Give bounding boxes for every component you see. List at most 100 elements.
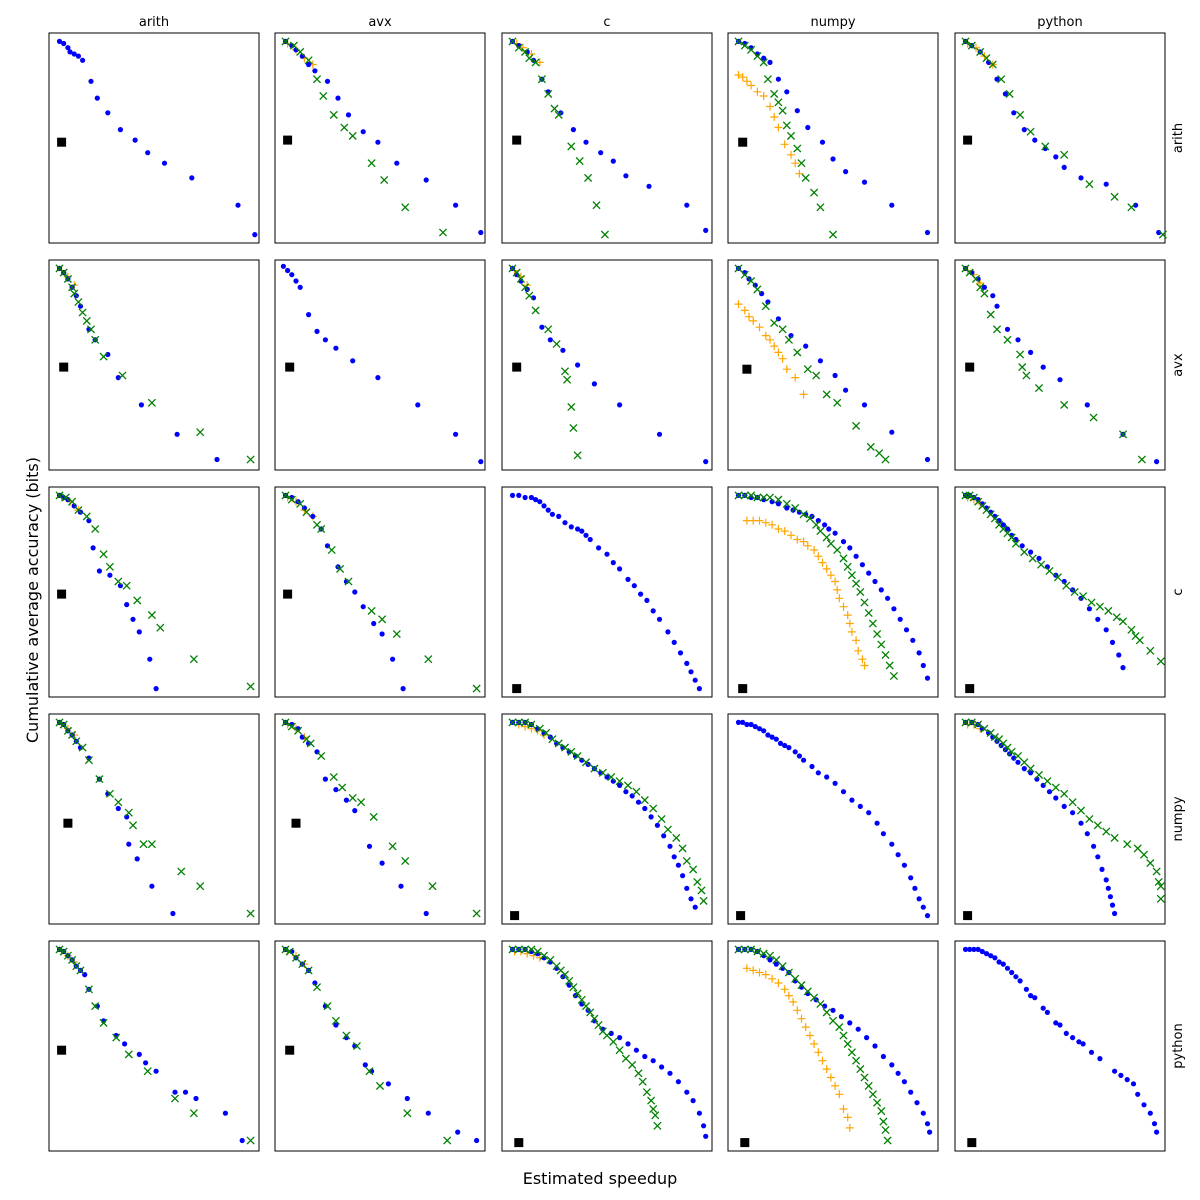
data-point [1112, 1068, 1118, 1074]
panel-numpy-numpy [727, 713, 939, 925]
data-point [1076, 806, 1086, 815]
data-point [1026, 764, 1035, 773]
data-point [556, 513, 562, 520]
data-point [784, 505, 790, 511]
data-point [997, 75, 1006, 84]
data-point [755, 323, 764, 332]
data-point [528, 494, 535, 501]
data-point [1078, 820, 1084, 826]
data-point [400, 686, 406, 692]
data-point [965, 491, 974, 500]
data-point [649, 804, 658, 813]
data-point [177, 867, 186, 876]
data-point [584, 173, 593, 182]
data-point [474, 1137, 480, 1144]
data-point [663, 825, 672, 834]
data-point [878, 587, 884, 593]
panel-python-numpy [727, 940, 939, 1152]
data-point [920, 1110, 926, 1116]
data-point [1087, 598, 1096, 607]
data-point [170, 1094, 180, 1103]
data-point [1002, 91, 1009, 97]
data-point [671, 854, 677, 860]
data-point [342, 1031, 351, 1040]
data-point [1028, 349, 1034, 355]
data-point [281, 491, 290, 500]
data-point [394, 160, 400, 166]
data-point [868, 1090, 877, 1099]
baseline-marker [510, 911, 520, 921]
data-point [763, 75, 772, 84]
data-point [590, 1014, 599, 1023]
data-point [853, 553, 859, 559]
data-point [740, 41, 749, 50]
data-point [858, 655, 867, 664]
data-point [838, 1014, 845, 1020]
data-point [793, 535, 802, 544]
data-point [1000, 522, 1006, 528]
data-point [908, 1089, 914, 1095]
data-point [1000, 961, 1006, 967]
panel-frame [954, 940, 1166, 1152]
column-label: c [603, 15, 610, 30]
data-point [1146, 859, 1155, 868]
data-point [740, 306, 749, 315]
data-point [770, 113, 779, 121]
data-point [756, 726, 763, 732]
data-point [379, 631, 385, 637]
data-point [143, 1060, 149, 1066]
data-point [791, 974, 800, 983]
data-point [889, 1062, 895, 1068]
data-point [854, 646, 863, 655]
data-point [302, 508, 311, 517]
data-point [794, 108, 800, 114]
data-point [1061, 803, 1067, 810]
data-point [1015, 759, 1021, 765]
data-point [573, 989, 582, 998]
data-point [560, 970, 570, 979]
data-point [1057, 1022, 1063, 1028]
data-point [786, 745, 792, 751]
data-point [1063, 1030, 1069, 1036]
data-point [967, 41, 976, 50]
data-point [375, 139, 381, 145]
data-point [782, 742, 788, 749]
data-point [818, 1056, 827, 1065]
data-point [1013, 751, 1023, 761]
data-point [124, 1050, 133, 1059]
data-point [810, 1039, 819, 1048]
data-point [84, 756, 93, 765]
panel-c-arith [48, 486, 260, 698]
data-point [816, 999, 825, 1009]
data-point [222, 1110, 228, 1116]
data-point [747, 276, 756, 286]
data-point [575, 157, 584, 166]
panel-avx-avx [274, 259, 486, 471]
data-point [172, 1089, 178, 1095]
data-point [324, 78, 331, 84]
data-point [281, 945, 290, 954]
data-point [333, 787, 339, 793]
data-point [86, 325, 96, 334]
data-point [805, 124, 811, 131]
data-point [1003, 335, 1012, 344]
data-point [239, 1137, 245, 1144]
data-point [791, 373, 800, 382]
data-point [385, 1081, 391, 1087]
panel-avx-c [501, 259, 713, 471]
data-point [549, 511, 556, 517]
data-point [901, 862, 908, 868]
data-point [881, 455, 890, 464]
data-point [1088, 1049, 1095, 1055]
baseline-marker [963, 135, 973, 145]
data-point [1080, 1041, 1086, 1047]
data-point [1017, 978, 1023, 984]
data-point [367, 159, 376, 168]
data-point [1095, 854, 1101, 860]
data-point [747, 491, 756, 500]
data-point [554, 739, 563, 748]
data-point [567, 402, 576, 412]
data-point [828, 1016, 838, 1025]
data-point [522, 494, 528, 501]
data-point [1099, 866, 1105, 873]
